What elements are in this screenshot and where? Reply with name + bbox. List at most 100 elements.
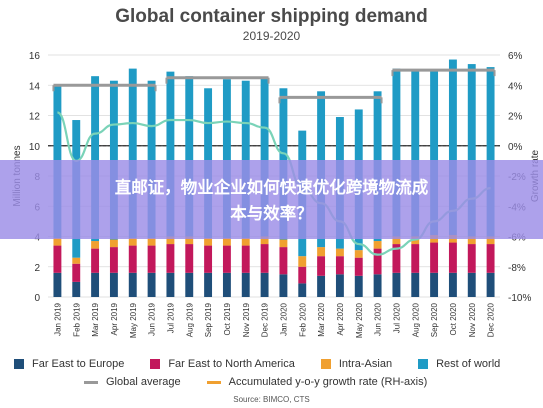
bar-segment	[392, 236, 401, 245]
x-tick-label: May 2020	[355, 302, 364, 338]
x-tick-label: May 2019	[129, 302, 138, 338]
bar-segment	[72, 263, 81, 282]
bar-segment	[260, 236, 269, 245]
bar-segment	[166, 236, 175, 245]
x-tick-label: Jun 2019	[148, 302, 157, 335]
bar-segment	[53, 272, 62, 297]
bar-segment	[411, 272, 420, 297]
bar-segment	[279, 274, 288, 297]
bar-segment	[486, 244, 495, 273]
bar-segment	[467, 64, 476, 237]
y2-tick-label: 0%	[508, 142, 523, 153]
x-tick-label: Nov 2019	[242, 302, 251, 337]
bar-segment	[91, 272, 100, 297]
bar-segment	[91, 248, 100, 273]
bar-segment	[53, 245, 62, 273]
bar-segment	[317, 256, 326, 276]
bar-segment	[147, 272, 156, 297]
bar-segment	[166, 71, 175, 237]
legend-intra-asian: Intra-Asian	[320, 358, 393, 370]
bar-segment	[279, 239, 288, 248]
bar-segment	[109, 239, 118, 248]
bar-segment	[486, 236, 495, 245]
headline-line-2: 本与效率？	[230, 204, 313, 223]
headline-line-1: 直邮证，物业企业如何快速优化跨境物流成	[114, 178, 429, 197]
bar-segment	[185, 272, 194, 297]
chart-legend: Far East to Europe Far East to North Ame…	[14, 355, 539, 391]
bar-segment	[279, 247, 288, 275]
legend-label: Far East to North America	[168, 358, 295, 370]
bar-segment	[166, 272, 175, 297]
legend-line-swatch	[206, 380, 221, 384]
x-tick-label: Apr 2019	[110, 302, 119, 335]
bar-segment	[128, 68, 137, 239]
bar-segment	[72, 281, 81, 297]
legend-swatch	[150, 359, 161, 369]
bar-segment	[373, 241, 382, 249]
legend-growth-rate: Accumulated y-o-y growth rate (RH-axis)	[206, 376, 428, 388]
bar-segment	[467, 244, 476, 273]
legend-far-east-north-america: Far East to North America	[150, 358, 295, 370]
bar-segment	[373, 248, 382, 275]
legend-label: Rest of world	[436, 358, 501, 370]
legend-swatch	[418, 359, 429, 369]
bar-segment	[298, 256, 307, 267]
bar-segment	[335, 248, 344, 257]
bar-segment	[486, 272, 495, 297]
legend-rest-of-world: Rest of world	[418, 358, 500, 370]
bar-segment	[430, 70, 439, 235]
chart-title: Global container shipping demand	[115, 6, 428, 27]
bar-segment	[260, 272, 269, 297]
x-tick-label: Jul 2019	[166, 302, 175, 333]
bar-segment	[392, 244, 401, 273]
bar-segment	[335, 274, 344, 297]
legend-label: Far East to Europe	[32, 358, 125, 370]
x-tick-label: Sep 2020	[430, 302, 439, 337]
legend-swatch	[14, 359, 24, 369]
bar-segment	[72, 257, 81, 264]
bar-segment	[128, 272, 137, 297]
bar-segment	[373, 274, 382, 297]
y2-tick-label: 4%	[508, 81, 523, 92]
bar-segment	[166, 244, 175, 273]
growth-rate-line	[56, 111, 491, 256]
bar-segment	[298, 266, 307, 284]
bar-segment	[222, 272, 231, 297]
bar-segment	[448, 59, 457, 235]
bar-segment	[185, 244, 194, 273]
bar-segment	[109, 247, 118, 273]
x-tick-label: Jan 2019	[53, 302, 62, 335]
y-tick-label: 0	[34, 293, 40, 304]
x-tick-label: Jul 2020	[392, 302, 401, 333]
legend-swatch	[320, 359, 331, 369]
bar-segment	[317, 247, 326, 257]
bar-segment	[392, 272, 401, 297]
legend-label: Accumulated y-o-y growth rate (RH-axis)	[228, 376, 428, 388]
x-tick-label: Apr 2020	[336, 302, 345, 335]
bar-segment	[448, 272, 457, 297]
legend-label: Intra-Asian	[338, 358, 393, 370]
bar-segment	[467, 236, 476, 245]
legend-label: Global average	[106, 376, 181, 388]
x-tick-label: Aug 2020	[411, 302, 420, 337]
bar-segment	[241, 80, 250, 239]
bar-segment	[448, 242, 457, 273]
legend-far-east-europe: Far East to Europe	[14, 358, 124, 370]
x-tick-label: Dec 2020	[487, 302, 496, 337]
y-tick-label: 16	[29, 51, 41, 62]
headline-text: 直邮证，物业企业如何快速优化跨境物流成 本与效率？	[0, 175, 543, 227]
x-tick-label: Jun 2020	[374, 302, 383, 335]
bar-segment	[354, 257, 363, 276]
bar-segment	[53, 238, 62, 246]
bar-segment	[204, 272, 213, 297]
x-tick-label: Jan 2020	[279, 302, 288, 335]
x-tick-label: Nov 2020	[468, 302, 477, 337]
bar-segment	[185, 236, 194, 245]
headline-banner	[0, 160, 543, 239]
y-tick-label: 2	[34, 263, 40, 274]
bar-segment	[185, 76, 194, 237]
y2-tick-label: 6%	[508, 51, 523, 62]
x-tick-label: Oct 2020	[449, 302, 458, 335]
bar-segment	[317, 275, 326, 297]
chart-subtitle: 2019-2020	[242, 29, 301, 43]
